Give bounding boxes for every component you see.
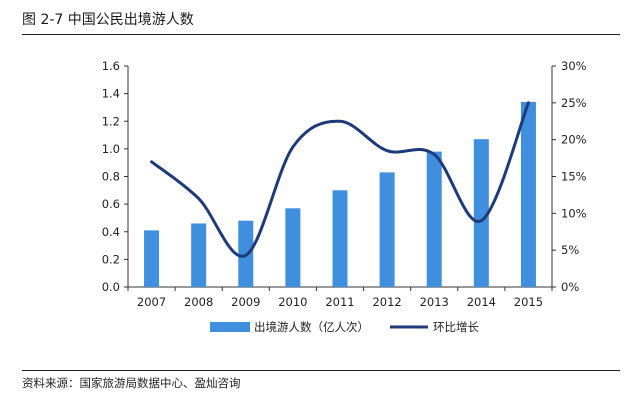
x-tick-label: 2011 <box>325 295 354 309</box>
figure-title: 图 2-7 中国公民出境游人数 <box>22 12 194 28</box>
left-tick-label: 1.2 <box>102 114 120 128</box>
line-series <box>150 101 530 258</box>
tick-labels: 0.0 0.2 0.4 0.6 0.8 1.0 1.2 1.4 1.6 0% 5% 10% 15% 20%… <box>102 59 587 309</box>
chart-legend: 出境游人数（亿人次） 环比增长 <box>210 320 479 334</box>
right-tick-label: 30% <box>561 59 587 73</box>
left-tick-label: 0.2 <box>102 252 120 266</box>
bar-2013 <box>426 151 442 287</box>
right-tick-label: 0% <box>561 280 579 294</box>
left-tick-label: 1.6 <box>102 59 120 73</box>
bar-2015 <box>520 101 536 287</box>
left-tick-label: 0.0 <box>102 280 120 294</box>
legend-bar-swatch <box>210 322 250 332</box>
source-note: 资料来源：国家旅游局数据中心、盈灿咨询 <box>22 376 241 390</box>
right-tick-label: 20% <box>561 133 587 147</box>
bar-2011 <box>332 190 348 287</box>
left-tick-label: 1.0 <box>102 142 120 156</box>
x-tick-label: 2008 <box>184 295 213 309</box>
right-tick-label: 5% <box>561 243 579 257</box>
x-tick-label: 2007 <box>137 295 166 309</box>
left-tick-label: 0.6 <box>102 197 120 211</box>
right-tick-label: 10% <box>561 206 587 220</box>
x-tick-label: 2015 <box>514 295 543 309</box>
bar-2012 <box>379 172 395 287</box>
bar-2007 <box>144 230 160 287</box>
bar-series <box>144 101 536 287</box>
bar-2008 <box>191 223 207 287</box>
x-tick-label: 2009 <box>231 295 260 309</box>
top-rule <box>22 34 620 35</box>
left-tick-label: 0.4 <box>102 225 120 239</box>
growth-line <box>150 101 530 258</box>
bar-2014 <box>473 139 489 287</box>
legend-bar-label: 出境游人数（亿人次） <box>254 320 369 334</box>
left-tick-label: 0.8 <box>102 170 120 184</box>
x-tick-label: 2014 <box>467 295 496 309</box>
left-tick-label: 1.4 <box>102 87 120 101</box>
x-tick-label: 2013 <box>420 295 449 309</box>
x-tick-label: 2010 <box>278 295 307 309</box>
legend-line-label: 环比增长 <box>433 320 479 334</box>
bottom-rule <box>22 370 620 371</box>
right-tick-label: 15% <box>561 170 587 184</box>
bar-2010 <box>285 208 301 287</box>
right-tick-label: 25% <box>561 96 587 110</box>
x-tick-label: 2012 <box>372 295 401 309</box>
